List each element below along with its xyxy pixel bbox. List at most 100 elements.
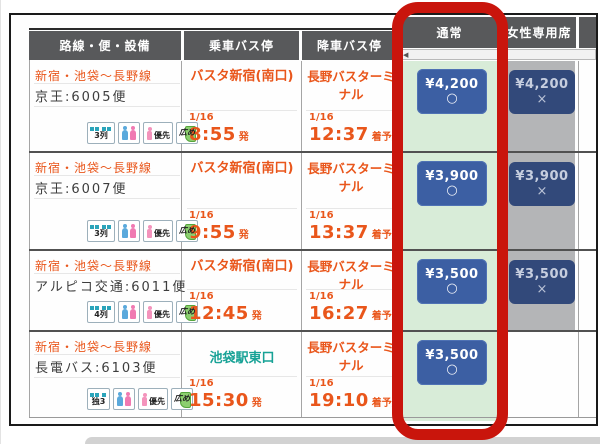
trip-row: 新宿・池袋〜長野線 京王:6005便 3列 優先 広め バスタ新宿(南口): [29, 61, 596, 151]
seat-squares-icon: [90, 126, 112, 131]
divider: [306, 110, 396, 111]
woman-icon: [130, 305, 136, 319]
row-divider: [29, 330, 596, 332]
alighting-stop-link[interactable]: 長野バスターミナル: [307, 259, 395, 293]
divider: [34, 175, 180, 176]
restroom-badge: [118, 220, 140, 242]
departure-time: 1/16 8:55 発: [189, 112, 249, 145]
route-link[interactable]: 新宿・池袋〜長野線: [35, 161, 153, 175]
header-alighting-stop: 降車バス停: [302, 31, 397, 60]
col-divider: [301, 61, 302, 418]
priority-seat-badge: 優先: [143, 301, 173, 323]
divider: [34, 377, 180, 378]
scroll-left-arrow-icon[interactable]: ◀: [403, 51, 409, 59]
trip-row: 新宿・池袋〜長野線 長電バス:6103便 独3 優先 広め 池袋駅東口: [29, 332, 596, 417]
arrival-time: 1/16 12:37 着予定: [309, 112, 402, 145]
divider: [187, 289, 297, 290]
divider: [306, 208, 396, 209]
seat-squares-icon: [90, 224, 112, 229]
restroom-badge: [113, 388, 135, 410]
trip-row: 新宿・池袋〜長野線 アルピコ交通:6011便 4列 優先 広め バスタ新宿(南口…: [29, 251, 596, 330]
wide-seat-badge: 広め: [176, 122, 198, 144]
boarding-stop-link[interactable]: 池袋駅東口: [209, 351, 275, 366]
man-icon: [122, 126, 128, 140]
route-link[interactable]: 新宿・池袋〜長野線: [35, 69, 153, 83]
seat-icon: [180, 392, 191, 408]
wide-seat-badge: 広め: [176, 301, 198, 323]
row-divider: [29, 249, 596, 251]
women-fare-button[interactable]: ¥3,500 ×: [509, 260, 575, 304]
woman-icon: [130, 224, 136, 238]
header-boarding-stop: 乗車バス停: [184, 31, 299, 60]
restroom-badge: [118, 122, 140, 144]
header-normal-fare: 通常: [400, 17, 499, 48]
priority-seat-badge: 優先: [138, 388, 168, 410]
departure-time: 1/16 9:55 発: [189, 210, 249, 243]
divider: [34, 273, 180, 274]
women-fare-button[interactable]: ¥3,900 ×: [509, 162, 575, 206]
boarding-stop-link[interactable]: バスタ新宿(南口): [190, 259, 294, 274]
normal-fare-button[interactable]: ¥3,900 ○: [417, 161, 487, 206]
man-icon: [122, 224, 128, 238]
wide-seat-badge: 広め: [171, 388, 193, 410]
person-icon: [147, 127, 152, 140]
normal-fare-button[interactable]: ¥3,500 ○: [417, 259, 487, 304]
divider: [187, 376, 297, 377]
seat-icon: [185, 126, 196, 142]
seat-layout-badge: 4列: [87, 301, 115, 323]
facility-badges: 3列 優先 広め: [87, 122, 198, 144]
boarding-stop-link[interactable]: バスタ新宿(南口): [190, 69, 294, 84]
fare-columns-scrollbar[interactable]: ◀: [398, 49, 596, 60]
seat-layout-badge: 3列: [87, 122, 115, 144]
boarding-stop-link[interactable]: バスタ新宿(南口): [190, 161, 294, 176]
women-fare-button[interactable]: ¥4,200 ×: [509, 70, 575, 114]
man-icon: [122, 305, 128, 319]
facility-badges: 4列 優先 広め: [87, 301, 198, 323]
arrival-time: 1/16 16:27 着予定: [309, 291, 402, 324]
normal-fare-button[interactable]: ¥3,500 ○: [417, 340, 487, 385]
divider: [306, 289, 396, 290]
divider: [34, 106, 180, 107]
route-link[interactable]: 新宿・池袋〜長野線: [35, 340, 153, 354]
service-number: 京王:6005便: [35, 90, 128, 105]
divider: [34, 198, 180, 199]
normal-fare-button[interactable]: ¥4,200 ○: [417, 69, 487, 114]
facility-badges: 3列 優先 広め: [87, 220, 198, 242]
table-top-border: [29, 28, 398, 30]
service-number: アルピコ交通:6011便: [35, 280, 188, 295]
man-icon: [117, 392, 123, 406]
header-route-facilities: 路線・便・設備: [29, 31, 181, 60]
seat-icon: [185, 305, 196, 321]
priority-seat-badge: 優先: [143, 122, 173, 144]
header-extra-column-stub: [579, 17, 596, 48]
facility-badges: 独3 優先 広め: [87, 388, 193, 410]
divider: [34, 83, 180, 84]
arrival-time: 1/16 13:37 着予定: [309, 210, 402, 243]
row-divider: [29, 151, 596, 153]
departure-time: 1/16 15:30 発: [189, 378, 262, 411]
seat-squares-icon: [90, 392, 107, 397]
alighting-stop-link[interactable]: 長野バスターミナル: [307, 161, 395, 195]
table-left-border: [29, 60, 30, 418]
col-divider: [578, 61, 579, 418]
seat-icon: [185, 224, 196, 240]
woman-icon: [130, 126, 136, 140]
seat-layout-badge: 3列: [87, 220, 115, 242]
person-icon: [147, 225, 152, 238]
person-icon: [142, 393, 147, 406]
service-number: 長電バス:6103便: [35, 361, 158, 376]
divider: [306, 376, 396, 377]
divider: [187, 110, 297, 111]
departure-time: 1/16 12:45 発: [189, 291, 262, 324]
trip-row: 新宿・池袋〜長野線 京王:6007便 3列 優先 広め バスタ新宿(南口): [29, 153, 596, 249]
alighting-stop-link[interactable]: 長野バスターミナル: [307, 340, 395, 374]
seat-squares-icon: [90, 305, 112, 310]
divider: [187, 208, 297, 209]
table-bottom-border: [29, 417, 596, 418]
route-link[interactable]: 新宿・池袋〜長野線: [35, 259, 153, 273]
woman-icon: [125, 392, 131, 406]
service-number: 京王:6007便: [35, 182, 128, 197]
person-icon: [147, 306, 152, 319]
alighting-stop-link[interactable]: 長野バスターミナル: [307, 69, 395, 103]
